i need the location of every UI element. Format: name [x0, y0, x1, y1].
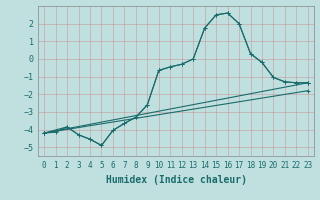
X-axis label: Humidex (Indice chaleur): Humidex (Indice chaleur) [106, 175, 246, 185]
